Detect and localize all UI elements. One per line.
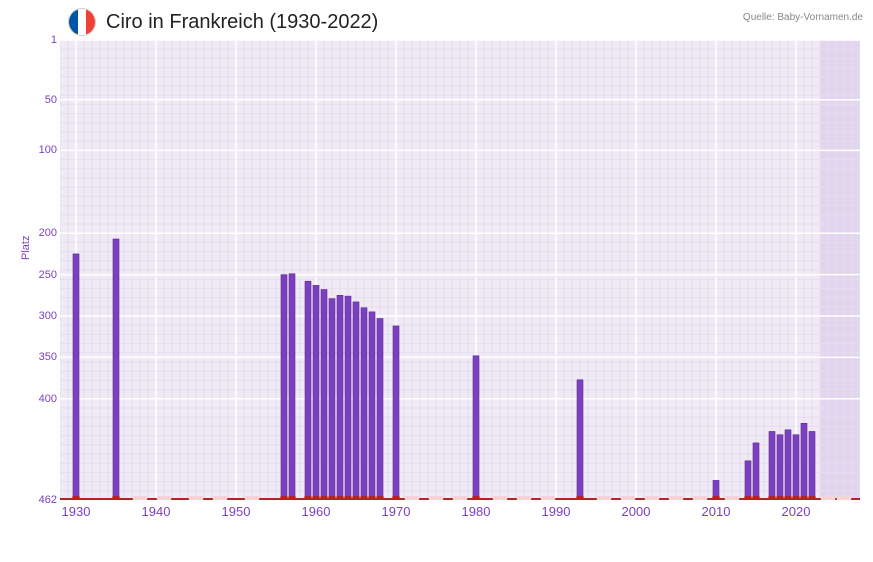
x-tick-label: 2000 — [622, 504, 651, 519]
x-tick-label: 2010 — [702, 504, 731, 519]
ranking-chart — [60, 40, 860, 500]
y-tick-label: 50 — [45, 94, 57, 106]
chart-title: Ciro in Frankreich (1930-2022) — [106, 11, 378, 34]
y-axis-label: Platz — [20, 236, 32, 260]
x-tick-label: 1960 — [302, 504, 331, 519]
source-label: Quelle: Baby-Vornamen.de — [743, 12, 863, 23]
y-tick-label: 100 — [39, 144, 57, 156]
x-tick-label: 1930 — [62, 504, 91, 519]
y-tick-label: 300 — [39, 310, 57, 322]
x-tick-label: 1980 — [462, 504, 491, 519]
y-tick-label: 462 — [39, 494, 57, 506]
x-tick-label: 1990 — [542, 504, 571, 519]
y-tick-label: 400 — [39, 393, 57, 405]
y-tick-label: 350 — [39, 351, 57, 363]
x-tick-label: 1940 — [142, 504, 171, 519]
y-tick-label: 250 — [39, 269, 57, 281]
x-tick-label: 2020 — [782, 504, 811, 519]
x-tick-label: 1950 — [222, 504, 251, 519]
chart-svg — [60, 40, 860, 500]
y-tick-label: 200 — [39, 227, 57, 239]
france-flag-icon — [68, 8, 96, 36]
x-tick-label: 1970 — [382, 504, 411, 519]
y-tick-label: 1 — [51, 34, 57, 46]
